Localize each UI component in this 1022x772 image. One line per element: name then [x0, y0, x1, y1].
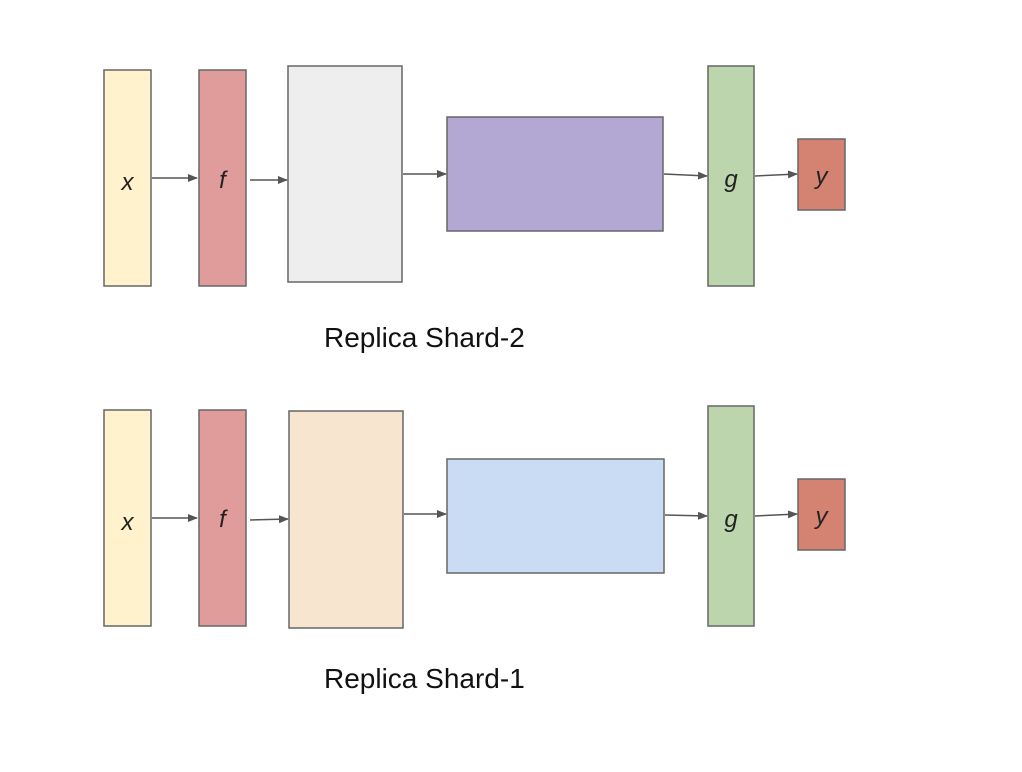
shard-1-g-label: g — [724, 506, 738, 533]
shard-2-block-a — [287, 65, 403, 283]
shard-1-input-x-block — [103, 409, 152, 627]
shard-2-g-block — [707, 65, 755, 287]
shard-1-edge-block-b-to-g — [664, 511, 708, 520]
shard-1-f-label: f — [219, 506, 228, 533]
shard-1-output-y-block — [797, 478, 846, 551]
shard-2-g-label: g — [724, 166, 738, 193]
shard-2-block-b — [446, 116, 664, 232]
shard-2-input-x-block — [103, 69, 152, 287]
shard-1-input-x-label: x — [121, 509, 135, 536]
shard-2-edge-g-to-y — [754, 170, 798, 179]
shard-1-caption: Replica Shard-1 — [324, 663, 525, 694]
shard-1-output-y-label: y — [814, 503, 830, 530]
replica-shard-2: x f g y Replica Shard-2 — [103, 65, 846, 353]
shard-2-edge-block-b-to-g — [663, 171, 708, 180]
shard-2-output-y-block — [797, 138, 846, 211]
shard-1-g-block — [707, 405, 755, 627]
replica-shard-1: x f g y Replica Shard-1 — [103, 405, 846, 694]
shard-2-f-label: f — [219, 167, 228, 194]
shard-2-caption: Replica Shard-2 — [324, 322, 525, 353]
shard-2-output-y-label: y — [814, 163, 830, 190]
shard-1-edge-g-to-y — [754, 510, 798, 519]
shard-1-block-a — [288, 410, 404, 629]
shard-1-edge-f-to-block-a — [249, 515, 289, 524]
shard-2-input-x-label: x — [121, 169, 135, 196]
shard-2-f-block — [198, 69, 247, 287]
shard-1-block-b — [446, 458, 665, 574]
shard-1-f-block — [198, 409, 247, 627]
